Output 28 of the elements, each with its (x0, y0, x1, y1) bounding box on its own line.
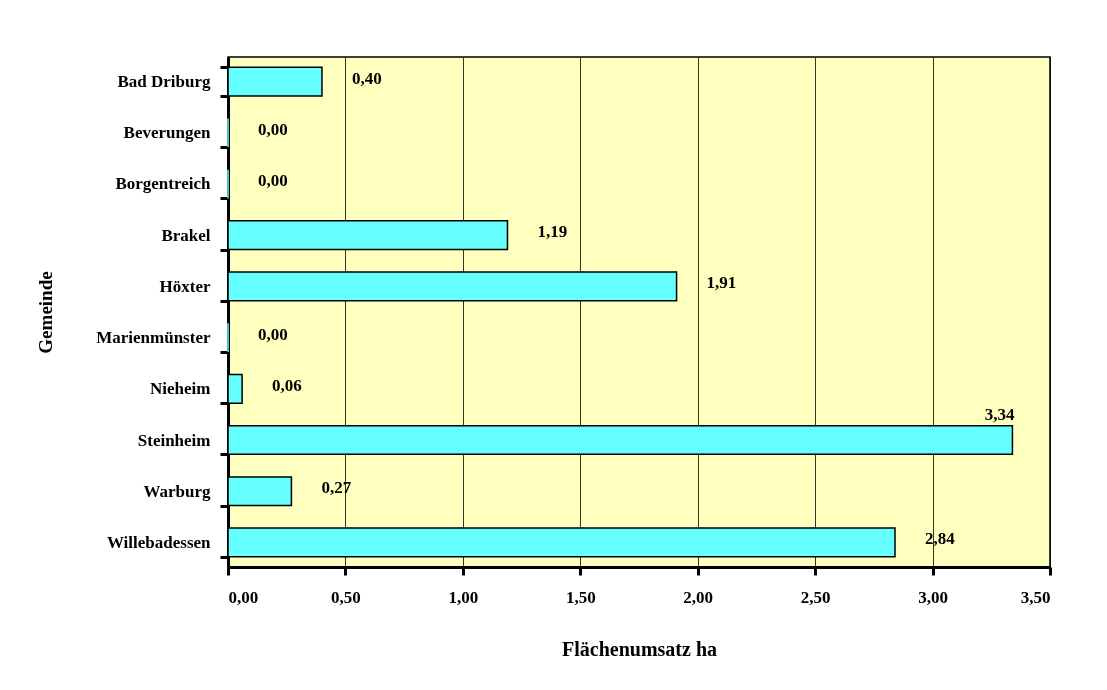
y-tick-label: Brakel (161, 225, 211, 245)
y-tick-label: Steinheim (137, 430, 211, 450)
x-tick-label: 2,50 (800, 587, 831, 607)
y-tick-label: Nieheim (150, 379, 211, 399)
y-tick-label: Bad Driburg (117, 72, 211, 92)
y-axis-title: Gemeinde (35, 271, 57, 354)
x-tick-label: 0,50 (331, 587, 361, 607)
data-label: 0,00 (258, 119, 288, 139)
data-label: 0,40 (351, 68, 382, 88)
x-tick-label: 0,00 (228, 587, 259, 607)
data-label: 0,00 (258, 324, 288, 344)
y-tick-label: Borgentreich (115, 174, 212, 194)
x-axis-title: Flächenumsatz ha (562, 637, 717, 660)
y-tick-label: Warburg (143, 481, 211, 501)
y-tick-label: Willebadessen (106, 532, 212, 552)
y-tick-label: Höxter (159, 276, 211, 296)
x-tick-label: 3,00 (918, 587, 948, 607)
x-tick-label: 2,00 (683, 587, 714, 607)
x-tick-label: 1,50 (565, 587, 596, 607)
data-label: 0,06 (272, 375, 302, 395)
data-label: 1,91 (706, 273, 737, 293)
x-tick-label: 1,00 (448, 587, 479, 607)
y-tick-label: Marienmünster (96, 328, 211, 348)
x-tick-label: 3,50 (1020, 587, 1051, 607)
y-tick-label: Beverungen (123, 123, 212, 143)
data-label: 1,19 (537, 222, 568, 242)
data-label: 3,34 (984, 405, 1015, 425)
data-label: 0,00 (258, 170, 288, 190)
